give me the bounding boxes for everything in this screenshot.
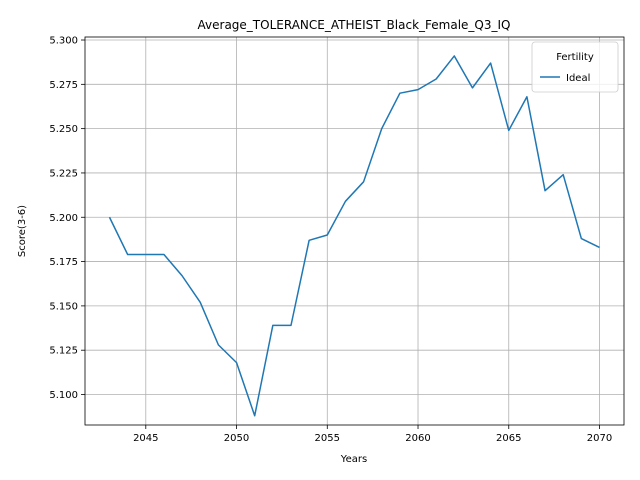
series-lines bbox=[108, 55, 600, 417]
x-tick-label: 2060 bbox=[405, 433, 430, 444]
y-axis-label: Score(3-6) bbox=[17, 205, 28, 257]
y-tick-label: 5.225 bbox=[49, 168, 78, 179]
x-axis-label: Years bbox=[340, 454, 367, 465]
legend: Fertility Ideal bbox=[531, 41, 619, 93]
x-tick-label: 2055 bbox=[315, 433, 340, 444]
x-tick-label: 2070 bbox=[587, 433, 612, 444]
legend-box bbox=[531, 41, 619, 93]
grid-lines bbox=[85, 37, 624, 425]
x-tick-label: 2050 bbox=[224, 433, 249, 444]
y-tick-label: 5.200 bbox=[49, 213, 78, 224]
series-line-ideal bbox=[108, 55, 600, 417]
y-tick-label: 5.300 bbox=[49, 36, 78, 47]
x-tick-label: 2045 bbox=[133, 433, 158, 444]
y-axis-ticks: 5.100 5.125 5.150 5.175 5.200 5.225 5.250 5.275… bbox=[49, 36, 85, 401]
y-tick-label: 5.175 bbox=[49, 257, 78, 268]
x-axis-ticks: 2045 2050 2055 2060 2065 2070 bbox=[133, 425, 612, 444]
chart-title: Average_TOLERANCE_ATHEIST_Black_Female_Q… bbox=[198, 18, 511, 32]
x-tick-label: 2065 bbox=[496, 433, 521, 444]
y-tick-label: 5.275 bbox=[49, 80, 78, 91]
legend-label-ideal: Ideal bbox=[566, 73, 590, 84]
y-tick-label: 5.150 bbox=[49, 301, 78, 312]
legend-title: Fertility bbox=[556, 52, 594, 63]
y-tick-label: 5.125 bbox=[49, 346, 78, 357]
plot-area-frame bbox=[84, 36, 625, 426]
y-tick-label: 5.100 bbox=[49, 390, 78, 401]
y-tick-label: 5.250 bbox=[49, 124, 78, 135]
